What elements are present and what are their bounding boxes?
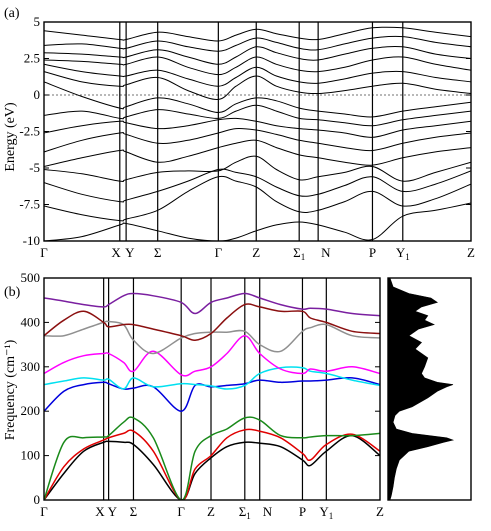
high-symmetry-lines bbox=[119, 22, 404, 241]
dos-area bbox=[387, 277, 455, 501]
y-tick-label: 5 bbox=[34, 14, 41, 29]
panel-b-frame bbox=[43, 277, 381, 501]
y-tick-label: 300 bbox=[21, 359, 41, 374]
k-point-label: X bbox=[95, 504, 105, 519]
phonon-branch-line bbox=[44, 366, 380, 390]
panel-b-plot: 500 400 300 200 100 0 Γ X Y Σ Γ Z Σ1 N P Y1 Z bbox=[21, 270, 385, 521]
band-line bbox=[44, 63, 471, 87]
panel-a-x-tick-labels: Γ X Y Σ Γ Z Σ1 N P Y1 Z bbox=[40, 245, 475, 262]
y-tick-label: 400 bbox=[21, 314, 41, 329]
phonon-branches bbox=[44, 292, 380, 500]
panel-a-plot: 5 2.5 0 -2.5 -5 -7.5 -10 Γ X Y Σ Γ Z Σ1 N P Y1 Z bbox=[19, 14, 475, 262]
k-point-label: Γ bbox=[40, 245, 48, 260]
electronic-bands bbox=[44, 26, 471, 241]
k-point-label: Y1 bbox=[319, 504, 333, 521]
high-symmetry-lines bbox=[103, 278, 327, 500]
phonon-dos-panel bbox=[387, 277, 472, 501]
panel-a-label: (a) bbox=[4, 6, 20, 21]
y-tick-label: -7.5 bbox=[19, 197, 40, 212]
k-point-label: Σ bbox=[130, 504, 138, 519]
panel-a-frame bbox=[43, 21, 472, 242]
y-tick-label: 500 bbox=[21, 270, 41, 285]
band-line bbox=[44, 168, 471, 203]
panel-b-y-axis-title: Frequency (cm⁻¹) bbox=[3, 339, 18, 440]
k-point-label: Γ bbox=[40, 504, 48, 519]
k-point-label: Σ1 bbox=[293, 245, 305, 262]
k-point-label: N bbox=[321, 245, 331, 260]
phonon-branch-line bbox=[44, 320, 380, 355]
phonon-branch-line bbox=[44, 416, 380, 500]
phonon-branch-line bbox=[44, 334, 380, 377]
k-point-label: N bbox=[263, 504, 273, 519]
phonon-branch-line bbox=[44, 434, 380, 500]
k-point-label: Z bbox=[252, 245, 260, 260]
phonon-branch-line bbox=[44, 292, 380, 317]
phonon-branch-line bbox=[44, 303, 380, 341]
band-line bbox=[44, 202, 471, 241]
panel-b-label: (b) bbox=[4, 285, 21, 300]
k-point-label: Z bbox=[376, 504, 384, 519]
y-tick-label: 2.5 bbox=[24, 51, 40, 66]
y-tick-label: 0 bbox=[34, 492, 41, 507]
k-point-label: X bbox=[111, 245, 121, 260]
k-point-label: Z bbox=[467, 245, 475, 260]
y-tick-label: -2.5 bbox=[19, 124, 40, 139]
k-point-label: Z bbox=[207, 504, 215, 519]
k-point-label: Γ bbox=[177, 504, 185, 519]
phonon-branch-line bbox=[44, 377, 380, 412]
phonon-dos-fill bbox=[387, 277, 455, 501]
dos-frame bbox=[387, 277, 472, 501]
k-point-label: P bbox=[299, 504, 306, 519]
band-line bbox=[44, 81, 471, 118]
k-point-label: Σ bbox=[154, 245, 162, 260]
band-line bbox=[44, 139, 471, 167]
band-line bbox=[44, 26, 471, 42]
k-point-label: P bbox=[369, 245, 376, 260]
k-point-label: Σ1 bbox=[239, 504, 251, 521]
k-point-label: Y1 bbox=[396, 245, 410, 262]
panel-b-y-ticks: 500 400 300 200 100 0 bbox=[21, 270, 380, 507]
band-line bbox=[44, 45, 471, 65]
panel-a-y-axis-title: Energy (eV) bbox=[3, 102, 18, 172]
k-point-label: Y bbox=[108, 504, 118, 519]
k-point-label: Γ bbox=[215, 245, 223, 260]
y-tick-label: 0 bbox=[34, 87, 41, 102]
panel-b-x-tick-labels: Γ X Y Σ Γ Z Σ1 N P Y1 Z bbox=[40, 504, 384, 521]
k-point-label: Y bbox=[125, 245, 135, 260]
y-tick-label: 200 bbox=[21, 403, 41, 418]
phonon-branch-line bbox=[44, 428, 380, 500]
y-tick-label: -5 bbox=[29, 160, 40, 175]
y-tick-label: -10 bbox=[23, 233, 40, 248]
y-tick-label: 100 bbox=[21, 448, 41, 463]
panel-a-y-ticks: 5 2.5 0 -2.5 -5 -7.5 -10 bbox=[19, 14, 471, 248]
